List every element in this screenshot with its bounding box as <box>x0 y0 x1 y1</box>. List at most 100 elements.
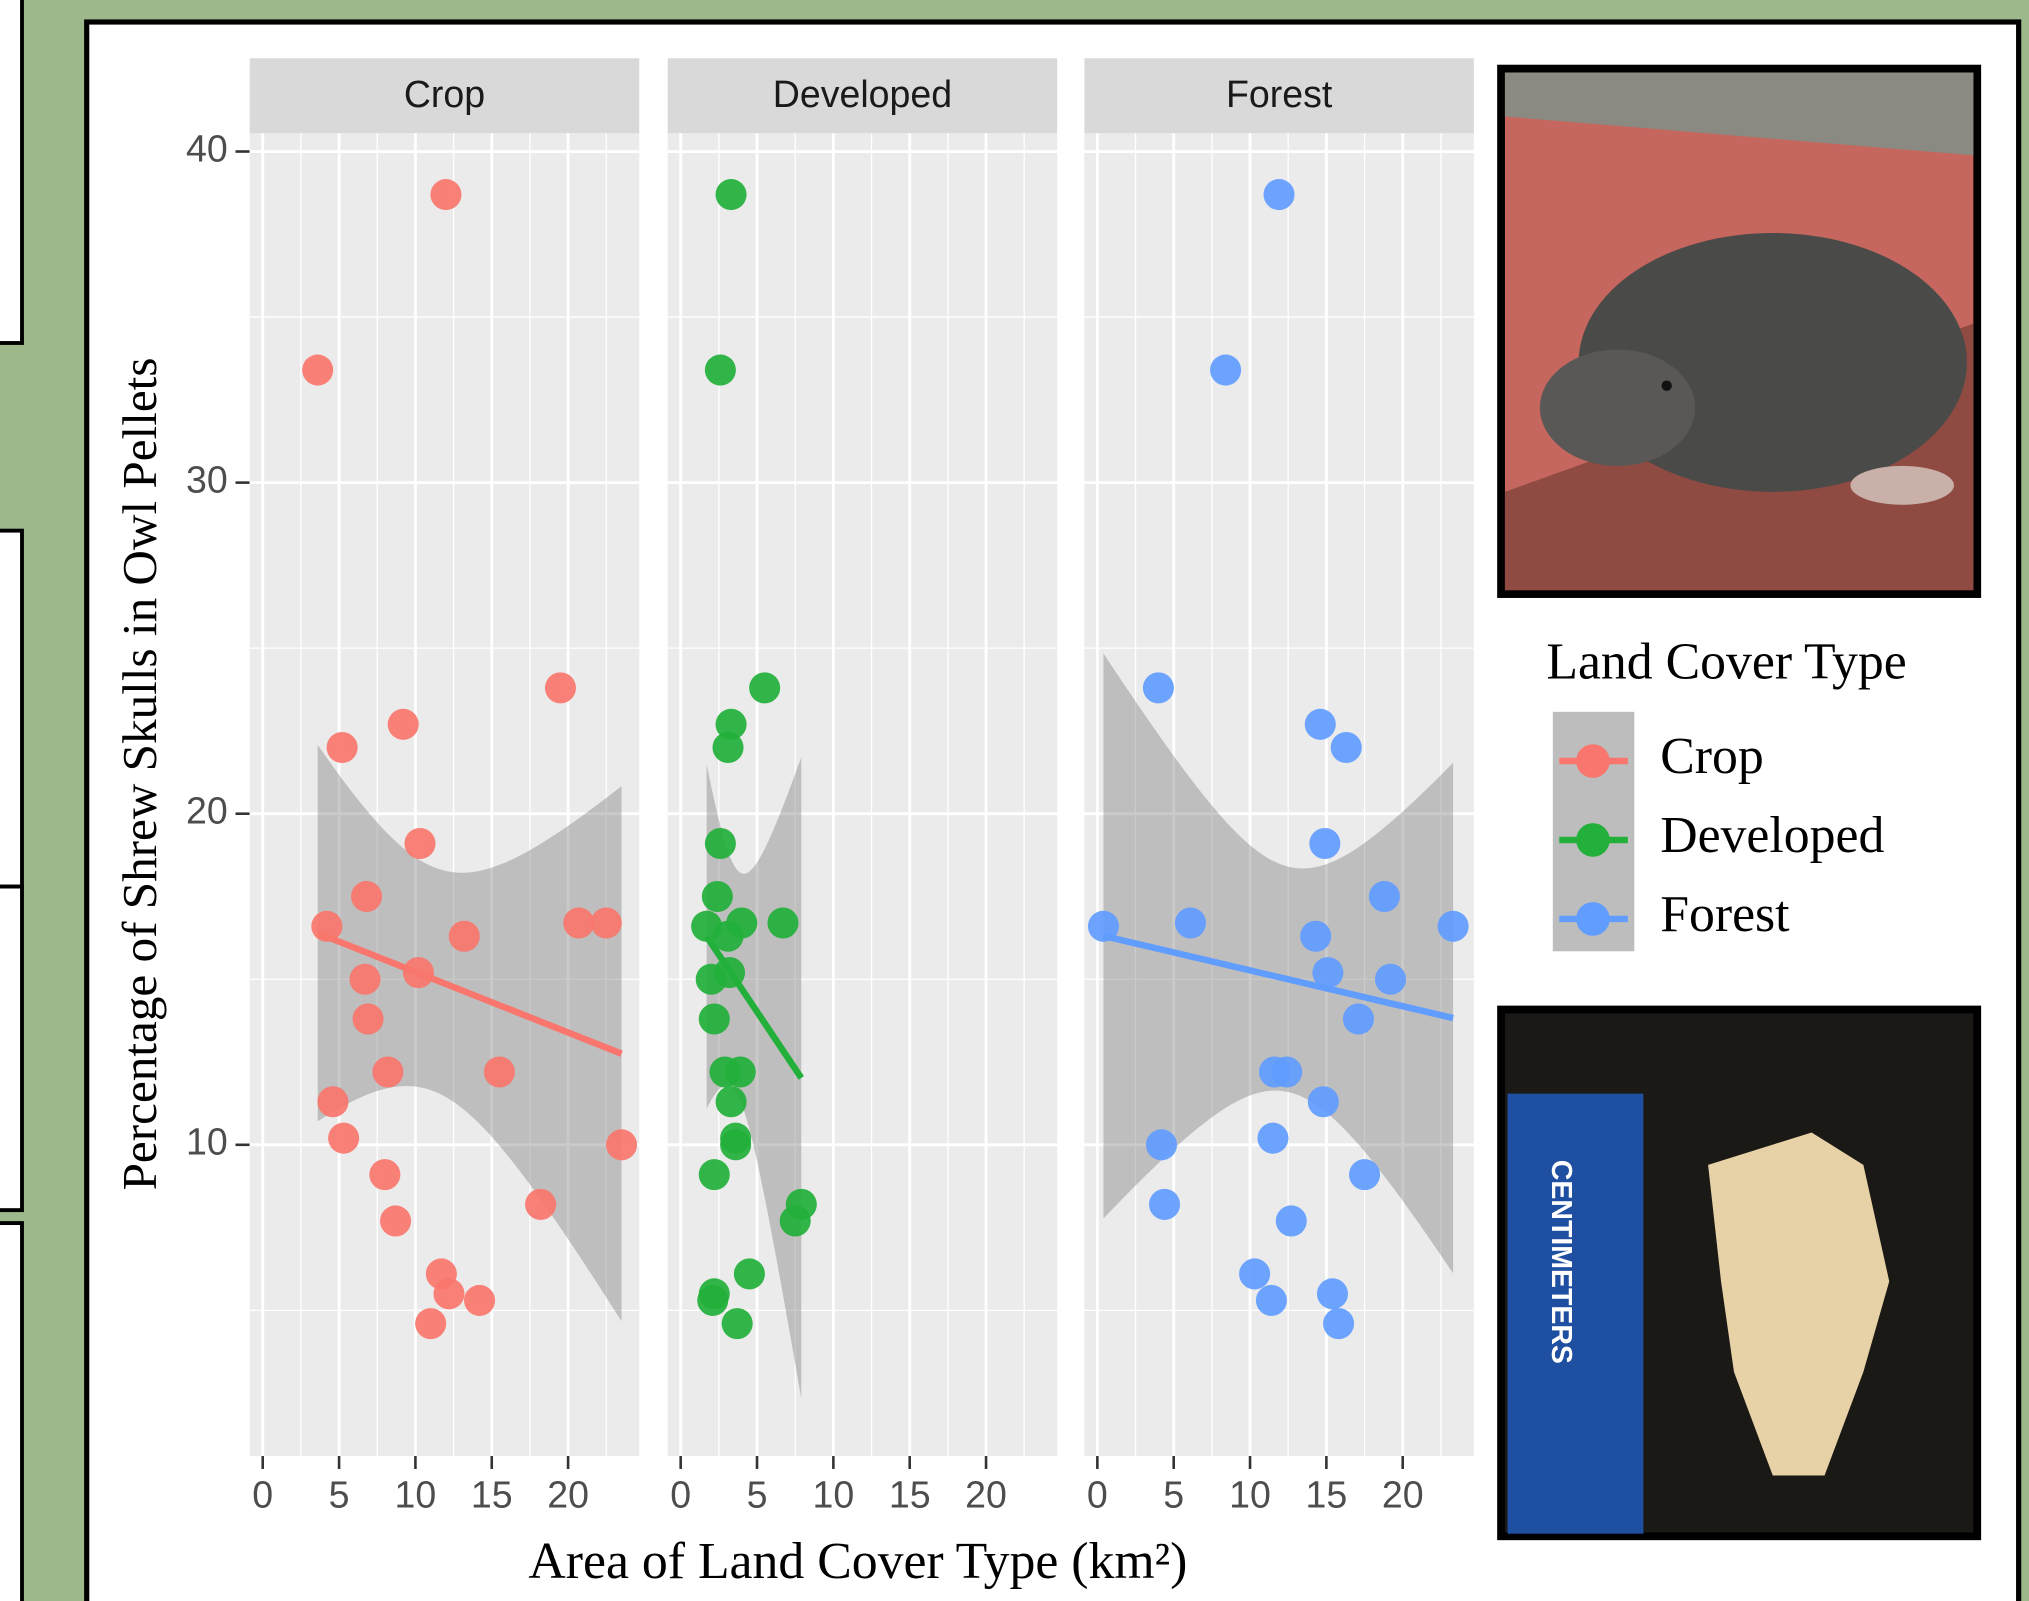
point <box>430 179 461 210</box>
y-tick-label: 20 <box>186 790 228 832</box>
point <box>302 355 333 386</box>
point <box>1276 1205 1307 1236</box>
point <box>1343 1003 1374 1034</box>
legend-key-point <box>1576 902 1610 936</box>
point <box>1264 179 1295 210</box>
point <box>1317 1278 1348 1309</box>
point <box>1312 957 1343 988</box>
ruler-label: CENTIMETERS <box>1545 1160 1577 1364</box>
point <box>606 1129 637 1160</box>
point <box>705 355 736 386</box>
point <box>697 1285 728 1316</box>
point <box>353 1003 384 1034</box>
point <box>525 1189 556 1220</box>
point <box>311 911 342 942</box>
x-axis-label: Area of Land Cover Type (km²) <box>528 1533 1187 1590</box>
point <box>734 1258 765 1289</box>
point <box>1149 1189 1180 1220</box>
point <box>1309 828 1340 859</box>
y-tick-label: 10 <box>186 1121 228 1163</box>
skull-photo: CENTIMETERS <box>1501 1010 1977 1537</box>
point <box>1300 921 1331 952</box>
point <box>415 1308 446 1339</box>
y-axis-label: Percentage of Shrew Skulls in Owl Pellet… <box>112 358 167 1191</box>
point <box>1210 355 1241 386</box>
panel-background <box>668 133 1057 1456</box>
x-tick-label: 5 <box>747 1473 768 1515</box>
point <box>1438 911 1469 942</box>
point <box>1308 1086 1339 1117</box>
point <box>591 907 622 938</box>
point <box>1239 1258 1270 1289</box>
point <box>372 1056 403 1087</box>
x-tick-label: 15 <box>889 1473 931 1515</box>
legend-label: Developed <box>1660 807 1884 864</box>
point <box>1271 1056 1302 1087</box>
shrew-photo <box>1501 69 1977 594</box>
x-tick-label: 20 <box>547 1473 589 1515</box>
legend-key-point <box>1576 744 1610 778</box>
x-tick-label: 5 <box>1163 1473 1184 1515</box>
point <box>1088 911 1119 942</box>
x-tick-label: 10 <box>395 1473 437 1515</box>
y-tick-label: 40 <box>186 127 228 169</box>
point <box>712 921 743 952</box>
x-tick-label: 20 <box>965 1473 1007 1515</box>
point <box>705 828 736 859</box>
point <box>464 1285 495 1316</box>
legend-title: Land Cover Type <box>1546 633 1906 690</box>
point <box>317 1086 348 1117</box>
poster: 10203040Crop05101520Developed05101520For… <box>0 0 2029 1601</box>
point <box>1256 1285 1287 1316</box>
x-tick-label: 5 <box>329 1473 350 1515</box>
point <box>433 1278 464 1309</box>
point <box>1331 732 1362 763</box>
point <box>388 709 419 740</box>
point <box>545 672 576 703</box>
point <box>1349 1159 1380 1190</box>
point <box>349 964 380 995</box>
x-tick-label: 0 <box>1087 1473 1108 1515</box>
point <box>1305 709 1336 740</box>
point <box>712 732 743 763</box>
point <box>699 1159 730 1190</box>
point <box>714 957 745 988</box>
x-tick-label: 0 <box>670 1473 691 1515</box>
strip-label: Forest <box>1226 73 1333 115</box>
point <box>563 907 594 938</box>
point <box>699 1003 730 1034</box>
point <box>749 672 780 703</box>
x-tick-label: 20 <box>1382 1473 1424 1515</box>
x-tick-label: 15 <box>1306 1473 1348 1515</box>
side-cards <box>0 0 22 1601</box>
point <box>709 1056 740 1087</box>
x-tick-label: 15 <box>471 1473 513 1515</box>
point <box>1175 907 1206 938</box>
point <box>1257 1123 1288 1154</box>
legend-label: Crop <box>1660 728 1763 785</box>
x-tick-label: 0 <box>252 1473 273 1515</box>
point <box>380 1205 411 1236</box>
point <box>327 732 358 763</box>
point <box>404 828 435 859</box>
point <box>716 179 747 210</box>
strip-label: Developed <box>773 73 952 115</box>
point <box>484 1056 515 1087</box>
legend-label: Forest <box>1660 886 1790 943</box>
point <box>328 1123 359 1154</box>
point <box>1375 964 1406 995</box>
point <box>403 957 434 988</box>
point <box>1323 1308 1354 1339</box>
point <box>449 921 480 952</box>
point <box>1369 881 1400 912</box>
point <box>780 1205 811 1236</box>
point <box>351 881 382 912</box>
point <box>1143 672 1174 703</box>
point <box>767 907 798 938</box>
point <box>369 1159 400 1190</box>
legend-key-point <box>1576 823 1610 857</box>
point <box>720 1123 751 1154</box>
point <box>716 1086 747 1117</box>
strip-label: Crop <box>404 73 485 115</box>
